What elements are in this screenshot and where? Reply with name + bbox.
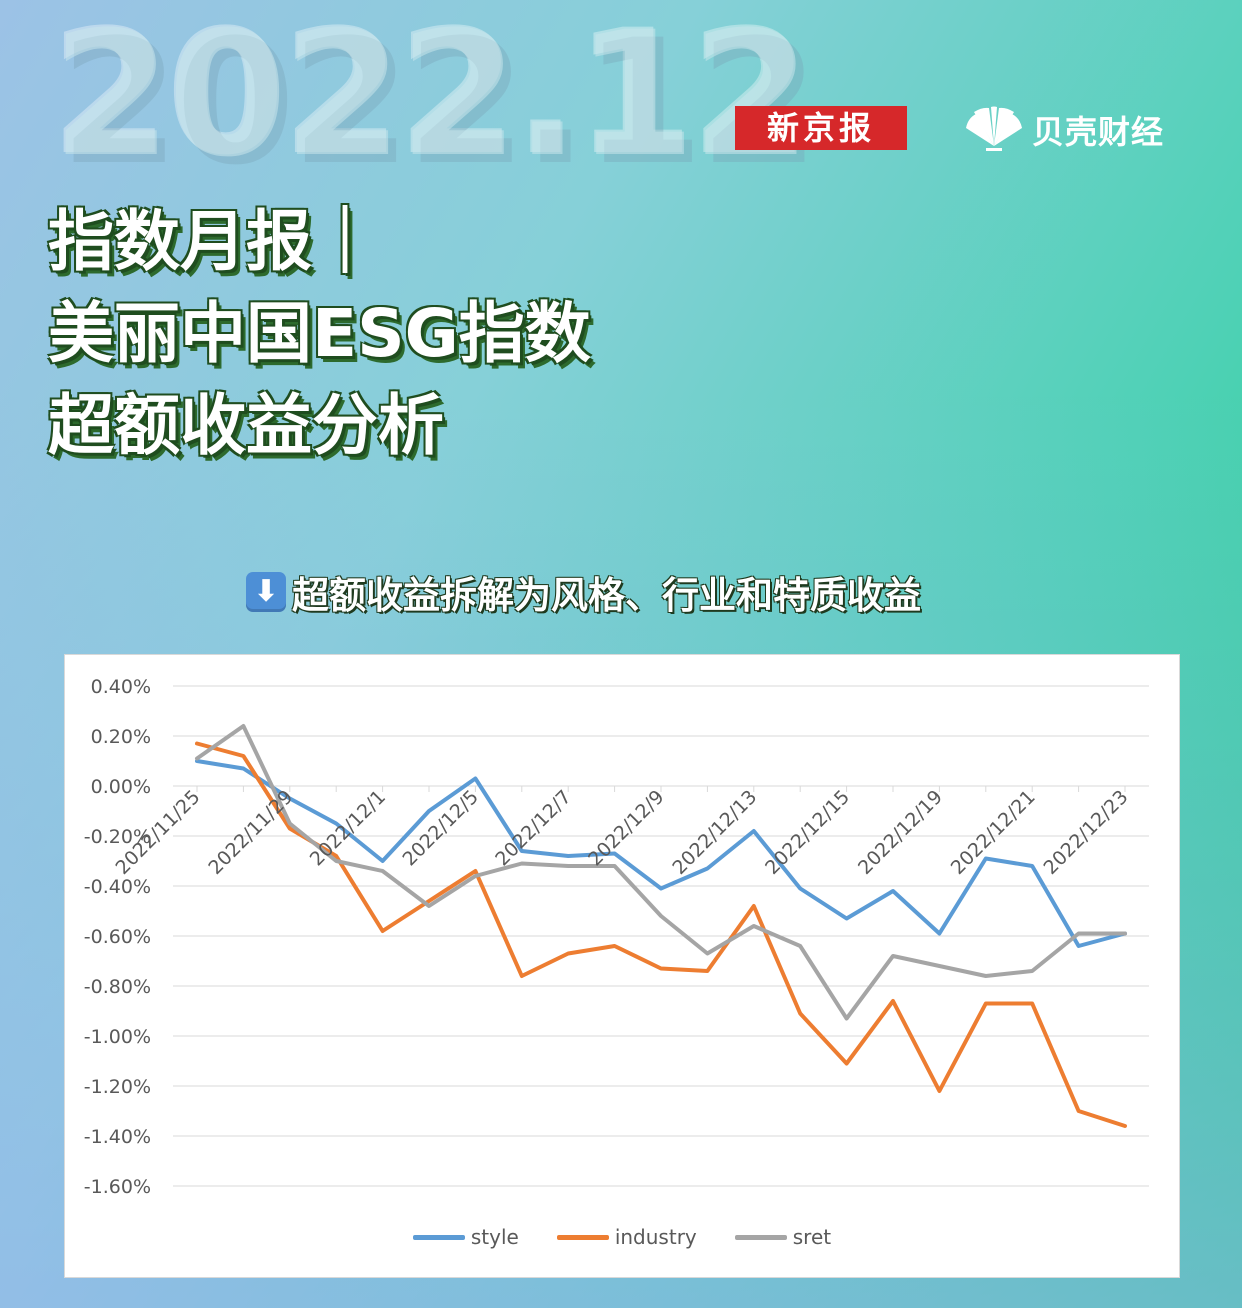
y-tick-label: -1.60% (84, 1176, 151, 1198)
legend-swatch (734, 1234, 787, 1240)
down-arrow-icon: ⬇ (246, 572, 286, 612)
headline: 指数月报｜ 美丽中国ESG指数 超额收益分析 (48, 196, 591, 472)
legend-item-style: style (412, 1225, 519, 1249)
series-line-sret (195, 724, 1127, 1021)
y-tick-label: -0.80% (84, 976, 151, 998)
y-tick-label: -0.40% (84, 876, 151, 898)
legend-label: sret (792, 1225, 832, 1249)
x-tick-label: 2022/12/19 (854, 786, 947, 879)
line-chart: 0.40% 0.20% 0.00% -0.20% -0.40% -0.60% -0.80% -… (84, 676, 1149, 1198)
shell-icon (966, 106, 1022, 151)
x-tick-label: 2022/12/23 (1040, 786, 1133, 879)
legend-swatch (412, 1234, 465, 1240)
headline-line-3: 超额收益分析 (48, 387, 444, 464)
y-tick-label: -0.20% (84, 826, 151, 848)
y-tick-label: 0.00% (91, 776, 151, 798)
y-tick-label: -1.40% (84, 1126, 151, 1148)
chart-legend: style industry sret (65, 1225, 1179, 1249)
legend-item-industry: industry (556, 1225, 697, 1249)
newspaper-logo: 新京报 (735, 106, 907, 150)
series-line-style (195, 759, 1127, 948)
x-tick-label: 2022/11/29 (204, 786, 297, 879)
headline-line-2: 美丽中国ESG指数 (48, 295, 591, 372)
y-tick-label: 0.40% (91, 676, 151, 698)
chart-subheading: ⬇ 超额收益拆解为风格、行业和特质收益 (246, 566, 921, 618)
chart-card: 0.40% 0.20% 0.00% -0.20% -0.40% -0.60% -0.80% -… (64, 654, 1180, 1278)
finance-logo-text: 贝壳财经 (1032, 113, 1165, 151)
legend-label: style (470, 1225, 519, 1249)
legend-label: industry (614, 1225, 697, 1249)
headline-line-1: 指数月报｜ (48, 203, 378, 280)
legend-item-sret: sret (734, 1225, 832, 1249)
y-tick-label: 0.20% (91, 726, 151, 748)
y-tick-label: -0.60% (84, 926, 151, 948)
y-tick-label: -1.20% (84, 1076, 151, 1098)
legend-swatch (556, 1234, 609, 1240)
series-line-industry (195, 741, 1127, 1128)
year-watermark: 2022.12 (52, 0, 811, 195)
x-tick-label: 2022/12/7 (491, 786, 575, 870)
y-tick-label: -1.00% (84, 1026, 151, 1048)
x-tick-label: 2022/12/15 (761, 786, 854, 879)
x-tick-label: 2022/12/9 (584, 786, 668, 870)
subheading-text: 超额收益拆解为风格、行业和特质收益 (292, 574, 921, 617)
finance-logo: 贝壳财经 (962, 100, 1164, 160)
